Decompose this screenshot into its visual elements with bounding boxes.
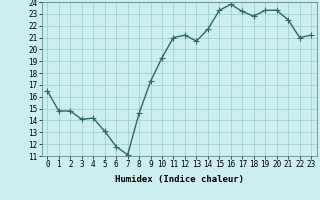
X-axis label: Humidex (Indice chaleur): Humidex (Indice chaleur) bbox=[115, 175, 244, 184]
